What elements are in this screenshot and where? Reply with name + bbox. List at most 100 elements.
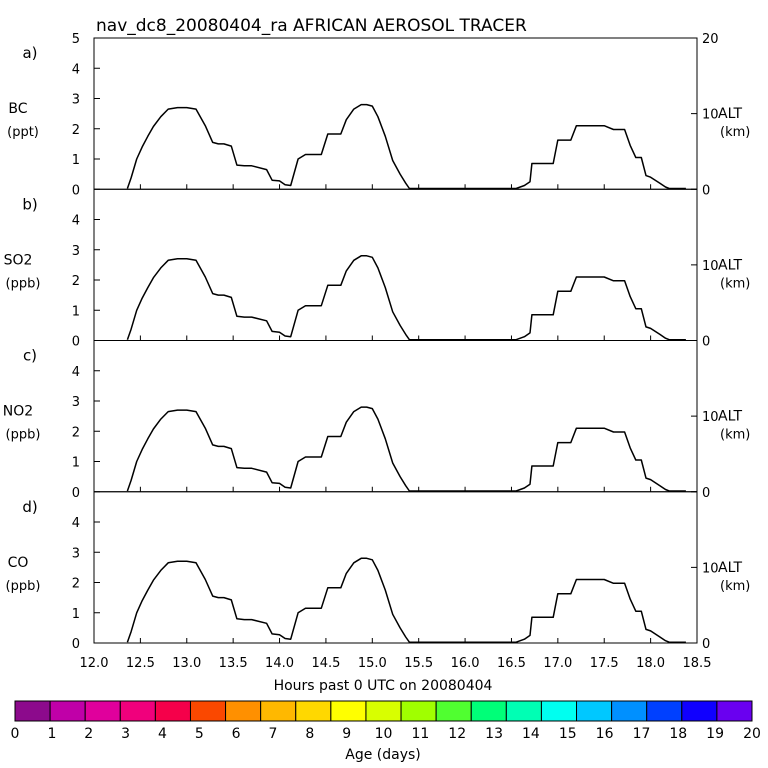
colorbar-tick-label: 20 <box>743 726 761 742</box>
colorbar-swatch <box>260 700 297 722</box>
alt-tick-label: 0 <box>702 183 710 198</box>
x-tick-label: 18.5 <box>683 656 712 671</box>
panels: 01234501020a)BC(ppt)ALT(km)01234010b)SO2… <box>3 32 751 652</box>
alt-axis-unit: (km) <box>720 428 750 443</box>
y-tick-label: 1 <box>72 153 80 168</box>
colorbar-tick-label: 2 <box>84 726 93 742</box>
y-tick-label: 3 <box>72 395 80 410</box>
alt-tick-label: 0 <box>702 637 710 652</box>
colorbar-swatch <box>49 700 86 722</box>
colorbar-label: Age (days) <box>345 747 421 763</box>
colorbar-swatch <box>681 700 718 722</box>
y-tick-label: 1 <box>72 456 80 471</box>
y-tick-label: 5 <box>72 32 80 47</box>
x-tick-label: 17.0 <box>543 656 572 671</box>
x-tick-label: 16.0 <box>451 656 480 671</box>
panel-unit-label: (ppb) <box>6 428 41 443</box>
alt-tick-label: 10 <box>702 410 719 425</box>
colorbar-tick-label: 12 <box>448 726 466 742</box>
altitude-line <box>126 103 686 190</box>
colorbar-tick-label: 18 <box>669 726 687 742</box>
x-tick-label: 14.0 <box>265 656 294 671</box>
alt-axis-label: ALT <box>718 409 742 425</box>
colorbar-tick-label: 6 <box>232 726 241 742</box>
colorbar-swatch <box>84 700 121 722</box>
alt-axis-label: ALT <box>718 257 742 273</box>
y-tick-label: 3 <box>72 546 80 561</box>
y-tick-label: 4 <box>72 62 80 77</box>
colorbar-swatch <box>611 700 648 722</box>
y-tick-label: 2 <box>72 123 80 138</box>
colorbar-swatch <box>646 700 683 722</box>
x-tick-label: 13.5 <box>219 656 248 671</box>
colorbar-swatch <box>330 700 367 722</box>
colorbar-swatch <box>470 700 507 722</box>
alt-tick-label: 10 <box>702 561 719 576</box>
colorbar: 0 1 2 3 4 5 6 7 8 9 10 11 12 13 14 15 16 17 18 19 20 <box>11 700 761 742</box>
panel-variable-label: BC <box>8 101 27 117</box>
colorbar-swatch <box>14 700 51 722</box>
alt-axis-label: ALT <box>718 106 742 122</box>
alt-axis-label: ALT <box>718 560 742 576</box>
colorbar-tick-label: 13 <box>485 726 503 742</box>
panel-unit-label: (ppt) <box>7 125 39 140</box>
panel-letter: c) <box>23 347 37 365</box>
panel-variable-label: CO <box>8 555 29 571</box>
colorbar-swatch <box>295 700 332 722</box>
colorbar-tick-label: 10 <box>375 726 393 742</box>
panel-unit-label: (ppb) <box>6 579 41 594</box>
x-tick-label: 15.0 <box>358 656 387 671</box>
colorbar-tick-label: 11 <box>411 726 429 742</box>
y-tick-label: 2 <box>72 577 80 592</box>
alt-axis-unit: (km) <box>720 579 750 594</box>
panel-3: 0 1 2 3 4 0 10 c) NO2 (ppb) ALT (km) <box>3 340 750 501</box>
y-tick-label: 0 <box>72 486 80 501</box>
colorbar-tick-label: 15 <box>559 726 577 742</box>
colorbar-tick-label: 8 <box>305 726 314 742</box>
colorbar-swatch <box>154 700 191 722</box>
colorbar-tick-label: 14 <box>522 726 540 742</box>
colorbar-swatch <box>365 700 402 722</box>
colorbar-tick-label: 17 <box>633 726 651 742</box>
altitude-line <box>126 406 686 492</box>
panel-letter: b) <box>22 195 37 213</box>
y-tick-label: 0 <box>72 183 80 198</box>
y-tick-label: 3 <box>72 93 80 108</box>
x-axis: 12.0 12.5 13.0 13.5 14.0 14.5 15.0 15.5 16.0 16.5… <box>80 656 712 671</box>
y-tick-label: 0 <box>72 637 80 652</box>
altitude-line <box>126 557 686 643</box>
y-tick-label: 1 <box>72 607 80 622</box>
chart-title: nav_dc8_20080404_ra AFRICAN AEROSOL TRAC… <box>96 16 527 36</box>
colorbar-tick-label: 1 <box>47 726 56 742</box>
colorbar-tick-label: 5 <box>195 726 204 742</box>
y-tick-label: 0 <box>72 335 80 350</box>
y-tick-label: 4 <box>72 365 80 380</box>
x-tick-label: 12.5 <box>126 656 155 671</box>
colorbar-swatch <box>119 700 156 722</box>
panel-2: 0 1 2 3 4 0 10 b) SO2 (ppb) ALT (km) <box>4 188 750 350</box>
colorbar-swatch <box>400 700 437 722</box>
y-tick-label: 4 <box>72 214 80 229</box>
x-axis-title: Hours past 0 UTC on 20080404 <box>274 678 493 694</box>
x-tick-label: 18.0 <box>636 656 665 671</box>
colorbar-tick-label: 7 <box>268 726 277 742</box>
colorbar-tick-label: 4 <box>158 726 167 742</box>
colorbar-tick-label: 16 <box>596 726 614 742</box>
panel-4: 0 1 2 3 4 0 10 d) CO (ppb) ALT (km) <box>6 491 750 652</box>
colorbar-swatch <box>225 700 262 722</box>
colorbar-tick-label: 3 <box>121 726 130 742</box>
y-tick-label: 4 <box>72 516 80 531</box>
y-tick-label: 1 <box>72 304 80 319</box>
x-tick-label: 13.0 <box>172 656 201 671</box>
y-tick-label: 2 <box>72 274 80 289</box>
x-tick-label: 17.5 <box>590 656 619 671</box>
colorbar-swatch <box>505 700 542 722</box>
panel-variable-label: SO2 <box>4 252 33 268</box>
panel-letter: a) <box>22 44 37 62</box>
alt-axis-unit: (km) <box>720 125 750 140</box>
y-tick-label: 2 <box>72 425 80 440</box>
panel-unit-label: (ppb) <box>6 276 41 291</box>
colorbar-tick-label: 0 <box>11 726 20 742</box>
panel-variable-label: NO2 <box>3 404 33 420</box>
